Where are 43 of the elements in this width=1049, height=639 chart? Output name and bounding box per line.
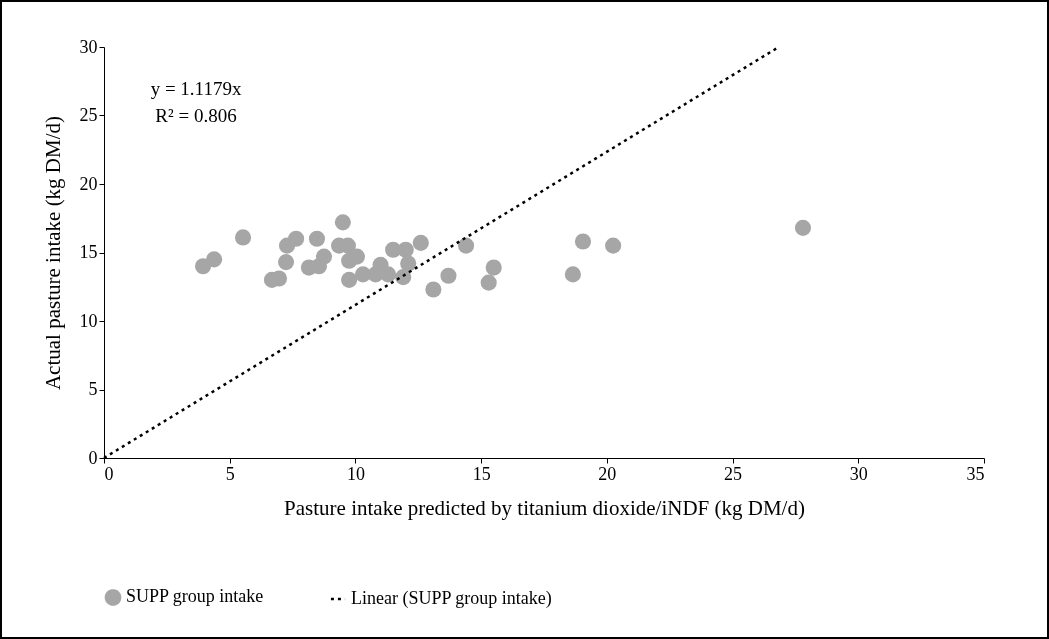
- point: [380, 266, 397, 283]
- point: [315, 248, 333, 265]
- point: [605, 237, 622, 254]
- point: [277, 254, 295, 271]
- point: [794, 219, 812, 236]
- y-axis-title: Actual pasture intake (kg DM/d): [40, 115, 65, 391]
- legend-label: SUPP group intake: [126, 586, 264, 607]
- x-tick-label: 5: [225, 463, 235, 484]
- annotation: y = 1.1179x: [150, 78, 242, 99]
- point: [341, 271, 358, 288]
- point: [400, 255, 417, 272]
- point: [574, 233, 592, 250]
- x-tick-label: 35: [966, 463, 985, 484]
- y-tick-label: 20: [79, 173, 98, 194]
- point: [485, 259, 502, 276]
- x-axis-title: Pasture intake predicted by titanium dioxide/iNDF (kg DM/d): [284, 495, 805, 520]
- legend-label: Linear (SUPP group intake): [351, 588, 552, 609]
- x-tick-label: 25: [724, 463, 743, 484]
- point: [334, 214, 351, 231]
- point: [440, 267, 457, 284]
- x-tick-label: 0: [104, 463, 114, 484]
- point: [206, 251, 223, 268]
- x-tick-label: 15: [472, 463, 491, 484]
- y-tick-label: 10: [79, 310, 98, 331]
- y-tick-label: 30: [79, 36, 98, 57]
- y-tick-label: 5: [88, 379, 98, 399]
- point: [425, 281, 442, 298]
- point: [288, 230, 305, 247]
- x-tick-label: 30: [849, 463, 868, 484]
- x-tick-label: 20: [598, 463, 617, 484]
- x-tick-label: 10: [346, 463, 365, 484]
- y-tick-label: 25: [79, 105, 98, 125]
- point: [395, 269, 412, 286]
- point: [412, 234, 429, 251]
- point: [397, 241, 414, 258]
- annotation: R² = 0.806: [155, 105, 237, 126]
- point: [480, 274, 497, 291]
- point: [234, 229, 252, 246]
- y-tick-label: 15: [79, 242, 98, 262]
- y-tick-label: 0: [88, 447, 98, 468]
- point: [308, 230, 326, 247]
- point: [458, 237, 475, 254]
- point: [564, 266, 581, 283]
